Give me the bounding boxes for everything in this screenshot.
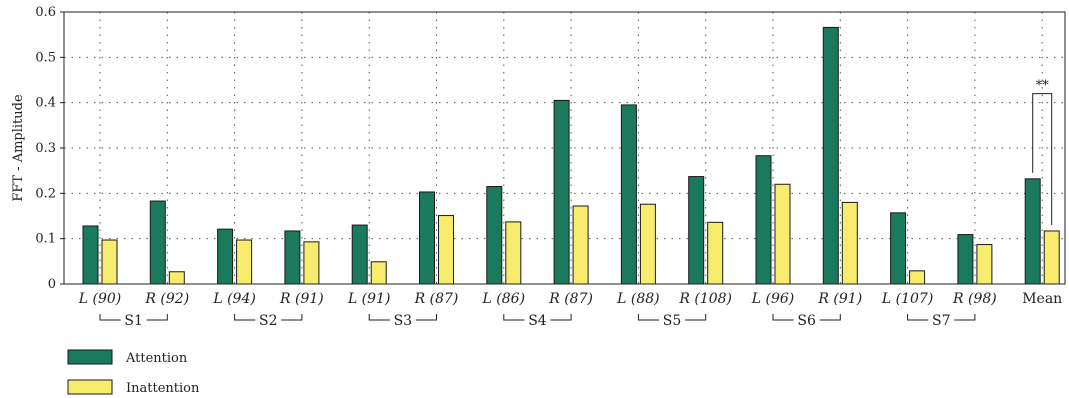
group-bracket-left	[907, 314, 929, 321]
bar-inattention-12	[909, 270, 926, 285]
axes	[60, 11, 1066, 285]
group-bracket-left	[772, 314, 794, 321]
group-bracket-left	[368, 314, 390, 321]
legend-label-attention: Attention	[125, 351, 188, 366]
bar-inattention-2	[236, 239, 253, 285]
x-tick-label: R (108)	[678, 291, 732, 307]
legend-swatch-attention	[67, 349, 113, 365]
x-tick-label: R (98)	[952, 291, 997, 307]
y-tick-label: 0.3	[35, 141, 56, 156]
group-label: S5	[663, 313, 682, 329]
group-bracket-left	[99, 314, 121, 321]
x-tick-label: R (92)	[144, 291, 189, 307]
group-label: S3	[394, 313, 413, 329]
group-bracket-right	[819, 314, 841, 321]
significance-bracket	[1032, 93, 1053, 225]
x-tick-label: L (91)	[347, 291, 391, 307]
group-label: S4	[528, 313, 547, 329]
group-label: S1	[124, 313, 143, 329]
group-bracket-left	[234, 314, 256, 321]
x-tick-label: L (107)	[881, 291, 933, 307]
legend-label-inattention: Inattention	[126, 381, 200, 396]
x-tick-label: L (96)	[751, 291, 795, 307]
bar-inattention-0	[101, 239, 118, 285]
group-bracket-right	[954, 314, 976, 321]
bar-attention-11	[822, 26, 839, 285]
bar-inattention-10	[774, 183, 791, 285]
bar-attention-8	[620, 104, 637, 285]
group-bracket-right	[685, 314, 707, 321]
group-label: S7	[932, 313, 951, 329]
bar-inattention-8	[639, 203, 656, 285]
x-tick-label: R (87)	[414, 291, 459, 307]
bar-inattention-11	[841, 201, 858, 285]
significance-label: **	[1036, 79, 1050, 94]
group-label: S6	[797, 313, 816, 329]
x-tick-label: R (87)	[548, 291, 593, 307]
labels: 0 0.1 0.2 0.3 0.4 0.5 0.6 L (90) R (92) L (94) R (…	[11, 5, 1062, 329]
group-bracket-right	[146, 314, 168, 321]
group-label: S2	[259, 313, 278, 329]
y-tick-label: 0.6	[35, 5, 56, 20]
bar-inattention-6	[505, 221, 522, 285]
legend: Attention Inattention	[67, 349, 200, 396]
group-bracket-left	[503, 314, 525, 321]
bar-inattention-1	[168, 271, 185, 285]
bar-attention-5	[419, 191, 435, 285]
bar-attention-0	[82, 225, 99, 285]
grid	[64, 12, 1065, 284]
bar-inattention-9	[707, 221, 724, 285]
bar-inattention-4	[370, 261, 387, 285]
x-tick-label: L (94)	[212, 291, 256, 307]
y-axis-label: FFT - Amplitude	[11, 94, 26, 202]
x-tick-label: Mean	[1022, 291, 1062, 307]
bar-attention-13	[957, 234, 974, 285]
bar-attention-2	[217, 228, 234, 285]
y-tick-label: 0.5	[35, 50, 56, 65]
group-bracket-left	[637, 314, 660, 321]
bar-attention-7	[553, 99, 570, 285]
bar-attention-1	[149, 200, 166, 285]
y-tick-label: 0	[48, 277, 56, 292]
x-tick-label: L (90)	[78, 291, 122, 307]
x-tick-label: R (91)	[817, 291, 862, 307]
group-bracket-right	[281, 314, 303, 321]
bar-attention-14	[1024, 178, 1041, 285]
bar-attention-3	[284, 230, 301, 285]
x-tick-label: L (86)	[482, 291, 526, 307]
bar-inattention-14	[1043, 230, 1060, 285]
bars	[82, 26, 1060, 285]
bar-inattention-13	[976, 244, 993, 285]
y-tick-label: 0.4	[35, 96, 56, 111]
plot-frame	[63, 11, 1066, 285]
bar-attention-10	[755, 155, 772, 285]
legend-swatch-inattention	[67, 379, 113, 395]
bar-attention-12	[890, 212, 907, 285]
bar-inattention-7	[572, 205, 589, 285]
group-bracket-right	[415, 314, 437, 321]
bar-attention-4	[351, 224, 368, 285]
y-tick-label: 0.2	[35, 186, 56, 201]
bar-inattention-5	[438, 215, 454, 285]
bar-attention-6	[486, 186, 503, 285]
bar-attention-9	[688, 176, 705, 285]
x-tick-label: R (91)	[279, 291, 324, 307]
x-tick-label: L (88)	[616, 291, 660, 307]
y-tick-label: 0.1	[35, 232, 56, 247]
group-bracket-right	[550, 314, 572, 321]
bar-inattention-3	[303, 241, 320, 285]
